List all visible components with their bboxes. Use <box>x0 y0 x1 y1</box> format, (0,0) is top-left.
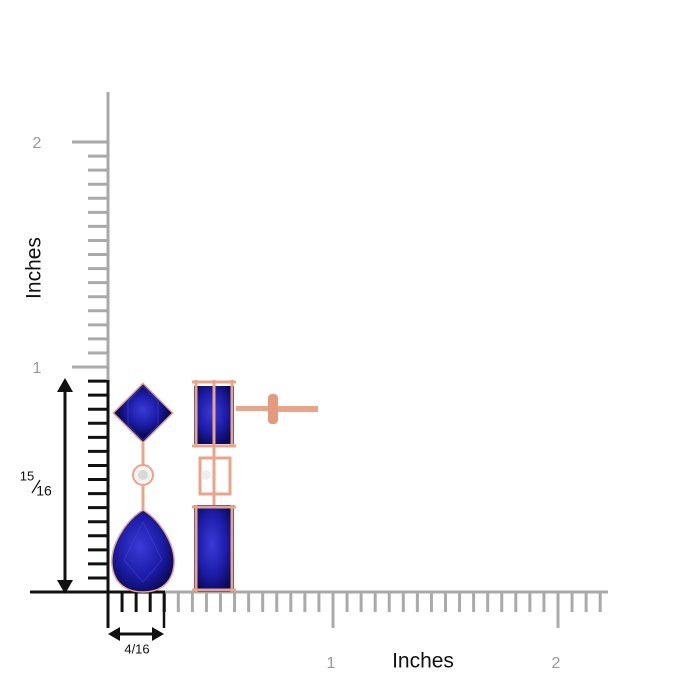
x-tick-label: 2 <box>552 655 561 672</box>
y-tick-label: 1 <box>33 360 42 377</box>
fraction-slash <box>31 479 41 494</box>
height-denominator: 16 <box>36 483 52 499</box>
earring-side <box>192 380 318 592</box>
x-tick-label: 1 <box>327 655 336 672</box>
y-axis-label: Inches <box>23 237 46 299</box>
earring-front <box>111 382 175 593</box>
ruler-ticks <box>72 140 602 628</box>
height-numerator: 15 <box>20 468 34 483</box>
height-arrow <box>57 378 73 594</box>
width-label: 4/16 <box>124 641 149 656</box>
x-axis-label: Inches <box>392 650 454 673</box>
width-arrow <box>108 592 166 641</box>
y-tick-label: 2 <box>33 135 42 152</box>
